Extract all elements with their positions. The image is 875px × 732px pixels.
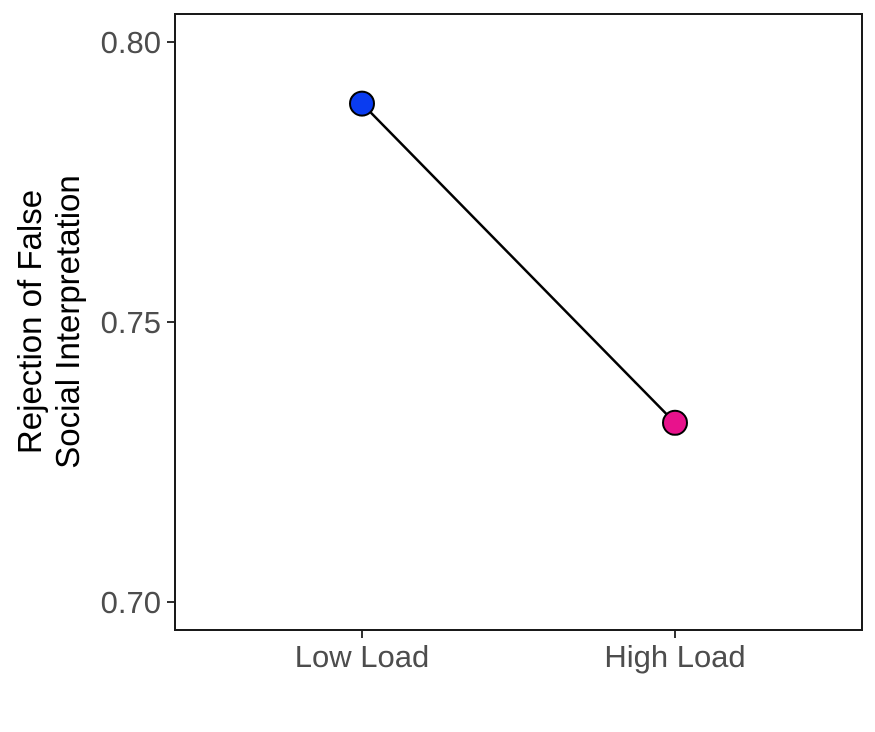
x-tick-label: High Load [604,639,745,674]
y-axis-title: Rejection of False Social Interpretation [11,175,86,469]
series-line [361,102,676,424]
data-point-high-load [662,409,688,436]
y-tick-label: 0.75 [101,305,161,340]
plot-panel-border [174,13,863,631]
y-axis-ticks: 0.70 0.75 0.80 [101,25,175,620]
data-point-low-load [349,90,375,117]
y-tick-label: 0.80 [101,25,161,60]
y-axis-title-line-2: Social Interpretation [49,175,86,469]
x-tick-label: Low Load [295,639,429,674]
y-tick-label: 0.70 [101,585,161,620]
y-axis-title-line-1: Rejection of False [11,190,48,454]
x-axis-ticks: Low Load High Load [295,630,746,674]
plot-marks [349,90,688,436]
